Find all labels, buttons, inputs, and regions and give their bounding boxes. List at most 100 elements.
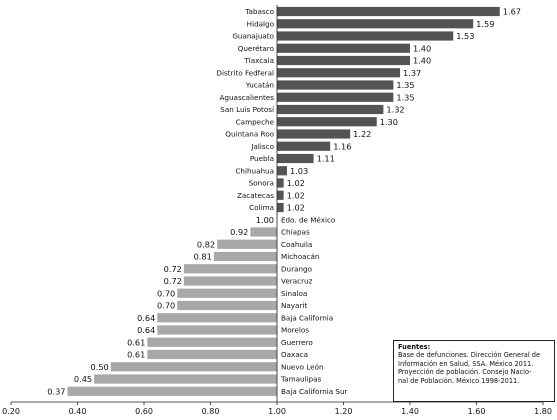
bar bbox=[147, 337, 277, 347]
value-label: 0.45 bbox=[74, 374, 92, 384]
category-label: Baja California Sur bbox=[281, 387, 348, 396]
sources-line: nal de Población. México 1998-2011. bbox=[398, 376, 520, 385]
value-label: 1.37 bbox=[403, 68, 421, 78]
bars-group bbox=[67, 6, 500, 396]
value-label: 1.30 bbox=[380, 117, 398, 127]
bar bbox=[277, 166, 287, 176]
bar bbox=[277, 31, 454, 41]
category-label: Zacatecas bbox=[237, 191, 274, 200]
bar bbox=[110, 362, 277, 372]
value-label: 1.02 bbox=[287, 178, 305, 188]
bar bbox=[213, 251, 277, 262]
bar bbox=[277, 80, 394, 90]
category-label: Nayarit bbox=[281, 301, 307, 310]
value-label: 1.32 bbox=[386, 105, 404, 115]
category-label: Nuevo León bbox=[281, 362, 324, 371]
bar bbox=[157, 325, 277, 335]
x-tick-label: 0.40 bbox=[69, 407, 87, 416]
value-label: 1.40 bbox=[413, 43, 431, 53]
category-labels-group: Tabasco Hidalgo Guanajuato Querétaro Tlaxcal… bbox=[216, 7, 347, 396]
category-label: Guanajuato bbox=[232, 32, 274, 41]
category-label: Morelos bbox=[281, 326, 309, 335]
bar bbox=[277, 92, 394, 102]
bar bbox=[277, 68, 401, 78]
value-label: 0.92 bbox=[230, 227, 248, 237]
bar bbox=[183, 276, 277, 286]
bar bbox=[157, 313, 277, 323]
value-label: 0.37 bbox=[47, 386, 65, 396]
category-label: Chihuahua bbox=[235, 166, 274, 175]
category-label: Hidalgo bbox=[247, 19, 274, 28]
category-label: San Luis Potosí bbox=[220, 105, 275, 114]
x-tick-label: 0.60 bbox=[135, 407, 153, 416]
category-label: Baja California bbox=[281, 313, 333, 322]
bar bbox=[177, 300, 277, 311]
x-tick-label: 1.80 bbox=[534, 407, 552, 416]
bar bbox=[277, 55, 410, 66]
category-label: Tabasco bbox=[244, 7, 274, 16]
value-label: 0.64 bbox=[137, 325, 155, 335]
value-label: 1.02 bbox=[287, 190, 305, 200]
x-axis: 0.20 0.40 0.60 0.80 1.00 1.20 1.40 1.60 1.80 bbox=[2, 5, 552, 416]
bar bbox=[277, 190, 284, 200]
value-label: 1.35 bbox=[396, 80, 414, 90]
value-label: 1.16 bbox=[333, 141, 351, 151]
bar bbox=[277, 6, 500, 17]
category-label: Querétaro bbox=[238, 44, 274, 53]
bar bbox=[277, 129, 351, 139]
category-label: Coahuila bbox=[281, 240, 312, 249]
category-label: Sinaloa bbox=[281, 289, 307, 298]
x-tick-label: 1.60 bbox=[468, 407, 486, 416]
bar bbox=[177, 288, 277, 298]
category-label: Guerrero bbox=[281, 338, 313, 347]
value-labels-group: 1.67 1.591.53 1.40 1.40 1.37 1.35 1.35 1.32 1.30… bbox=[47, 7, 521, 397]
value-label: 0.72 bbox=[164, 264, 182, 274]
category-label: Colima bbox=[249, 203, 274, 212]
x-tick-label: 1.40 bbox=[401, 407, 419, 416]
bar bbox=[250, 227, 277, 237]
category-label: Distrito Fedferal bbox=[216, 68, 274, 77]
sources-line: Base de defunciones. Dirección General d… bbox=[398, 351, 541, 360]
x-tick-label: 1.20 bbox=[335, 407, 353, 416]
bar bbox=[183, 264, 277, 274]
value-label: 0.72 bbox=[164, 276, 182, 286]
bar bbox=[217, 239, 277, 249]
category-label: Yucatán bbox=[245, 81, 274, 90]
category-label: Tamaulipas bbox=[280, 375, 322, 384]
bar bbox=[277, 153, 314, 164]
category-label: Durango bbox=[281, 264, 312, 273]
value-label: 1.02 bbox=[287, 203, 305, 213]
category-label: Edo. de México bbox=[281, 215, 335, 224]
category-label: Campeche bbox=[236, 117, 275, 126]
sources-line: Proyección de población. Consejo Nacio- bbox=[398, 368, 532, 377]
value-label: 0.61 bbox=[127, 337, 145, 347]
value-label: 0.61 bbox=[127, 350, 145, 360]
bar bbox=[94, 374, 278, 384]
bar bbox=[67, 386, 278, 396]
sources-title: Fuentes: bbox=[398, 343, 431, 351]
value-label: 0.70 bbox=[157, 301, 175, 311]
value-label: 1.00 bbox=[256, 215, 274, 225]
sources-note: Fuentes: Base de defunciones. Dirección … bbox=[393, 340, 555, 402]
value-label: 0.81 bbox=[194, 252, 212, 262]
value-label: 1.40 bbox=[413, 56, 431, 66]
value-label: 0.82 bbox=[197, 239, 215, 249]
category-label: Aguascalientes bbox=[220, 93, 275, 102]
value-label: 0.64 bbox=[137, 313, 155, 323]
value-label: 1.67 bbox=[503, 7, 521, 17]
category-label: Michoacán bbox=[281, 252, 319, 261]
value-label: 0.70 bbox=[157, 288, 175, 298]
category-label: Quintana Roo bbox=[225, 130, 274, 139]
value-label: 1.53 bbox=[456, 31, 474, 41]
value-label: 1.35 bbox=[396, 92, 414, 102]
value-label: 1.22 bbox=[353, 129, 371, 139]
category-label: Puebla bbox=[250, 154, 274, 163]
category-label: Sonora bbox=[249, 179, 274, 188]
category-label: Veracruz bbox=[281, 277, 313, 286]
bar bbox=[277, 141, 331, 151]
bar bbox=[277, 202, 284, 213]
category-label: Oaxaca bbox=[281, 350, 308, 359]
bar bbox=[277, 117, 377, 127]
value-label: 0.50 bbox=[91, 362, 109, 372]
